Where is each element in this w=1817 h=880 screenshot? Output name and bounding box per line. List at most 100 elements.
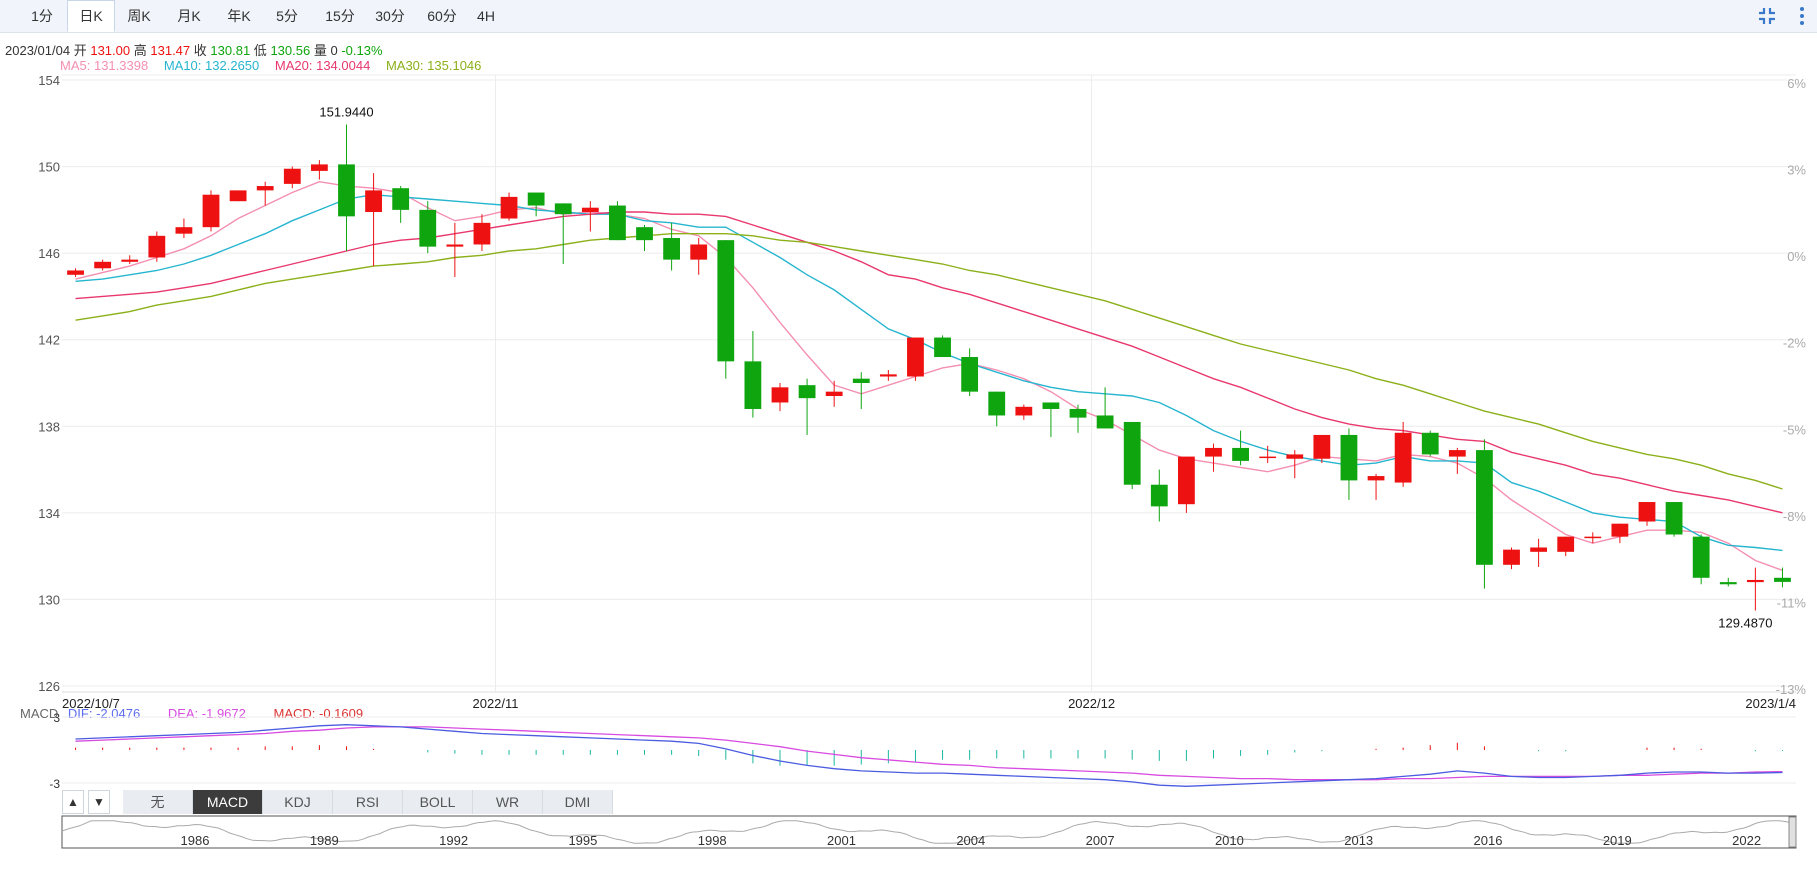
y-tick-label: 154 <box>38 73 60 88</box>
arrow-up-icon: ▲ <box>67 795 79 809</box>
navigator-x-tick: 1986 <box>181 833 210 848</box>
collapse-icon[interactable] <box>1757 6 1777 26</box>
candle-body <box>636 227 653 241</box>
navigator-frame <box>61 815 1797 849</box>
ma10-value: 132.2650 <box>205 58 260 73</box>
quote-info: 2023/01/04 开 131.00 高 131.47 收 130.81 低 … <box>5 40 383 59</box>
candle <box>636 225 653 251</box>
low-label: 低 <box>253 43 267 58</box>
navigator-x-tick: 1998 <box>698 833 727 848</box>
candle-body <box>446 244 464 247</box>
navigator-x-tick: 1995 <box>568 833 597 848</box>
candle <box>961 348 979 396</box>
candle-body <box>67 270 84 275</box>
close-label: 收 <box>193 43 207 58</box>
tab-3[interactable]: 月K <box>177 8 201 24</box>
tab-1[interactable]: 日K <box>67 0 115 32</box>
candle <box>1719 577 1737 587</box>
tab-2[interactable]: 周K <box>127 8 151 24</box>
ma5-label: MA5: <box>60 58 91 73</box>
candle-body <box>1746 579 1764 583</box>
indicator-tab-rsi[interactable]: RSI <box>333 790 403 814</box>
tab-5[interactable]: 5分 <box>276 8 298 24</box>
candle-body <box>1448 450 1466 457</box>
candle-body <box>934 337 951 358</box>
candle-body <box>1421 432 1439 455</box>
navigator-x-tick: 2007 <box>1086 833 1115 848</box>
dea-line <box>75 726 1783 781</box>
candle <box>1015 404 1033 420</box>
candle-body <box>1638 502 1656 522</box>
candle <box>94 259 112 271</box>
candle-body <box>1069 408 1087 418</box>
candle <box>419 201 437 254</box>
candle <box>1638 502 1656 526</box>
candle-body <box>1530 547 1548 552</box>
indicator-tab-无[interactable]: 无 <box>123 790 193 814</box>
ma-line-ma5 <box>75 180 1783 572</box>
period-tab-bar: 1分 日K 周K 月K 年K 5分 15分 30分 60分 4H <box>0 0 1817 33</box>
indicator-tab-kdj[interactable]: KDJ <box>263 790 333 814</box>
candle-body <box>1232 447 1249 461</box>
pct-tick-label: -8% <box>1783 509 1807 524</box>
more-vertical-icon[interactable] <box>1792 6 1812 26</box>
candle-body <box>202 194 220 228</box>
candle <box>500 192 518 221</box>
candle <box>934 335 951 358</box>
candle <box>527 192 545 217</box>
arrow-up-button[interactable]: ▲ <box>62 790 84 814</box>
ma-line-ma20 <box>75 211 1783 514</box>
pct-tick-label: -2% <box>1783 336 1807 351</box>
candle <box>744 331 762 418</box>
navigator-x-tick: 1989 <box>310 833 339 848</box>
tab-9[interactable]: 4H <box>477 8 495 24</box>
candle-body <box>338 164 355 217</box>
dea-label: DEA: <box>167 706 199 721</box>
pct-tick-label: 0% <box>1787 249 1806 264</box>
candle-body <box>663 237 681 260</box>
candle-body <box>1394 432 1412 483</box>
candle-body <box>148 235 166 258</box>
candle-body <box>717 240 735 362</box>
indicator-tab-dmi[interactable]: DMI <box>543 790 613 814</box>
candle <box>310 160 328 180</box>
candle-body <box>419 209 437 247</box>
min-price-annotation: 129.4870 <box>1718 616 1772 631</box>
pct-tick-label: 3% <box>1787 163 1806 178</box>
macd-panel: 3-3 <box>49 711 1796 791</box>
candle <box>1313 434 1331 464</box>
candle <box>1096 387 1114 429</box>
tab-0[interactable]: 1分 <box>31 8 53 24</box>
tab-7[interactable]: 30分 <box>375 8 405 24</box>
navigator-handle <box>1788 816 1797 848</box>
ma30-value: 135.1046 <box>427 58 482 73</box>
candle <box>581 201 599 232</box>
candle-body <box>798 385 816 399</box>
arrow-down-button[interactable]: ▼ <box>88 790 110 814</box>
indicator-tab-boll[interactable]: BOLL <box>403 790 473 814</box>
navigator-panel: 1986 1989 1992 1995 1998 2001 2004 2007 2010 2013… <box>61 815 1797 849</box>
candle <box>1042 402 1060 438</box>
candle-body <box>527 192 545 206</box>
candle <box>175 218 193 238</box>
tab-8[interactable]: 60分 <box>427 8 457 24</box>
candle <box>1123 421 1141 490</box>
ma20-label: MA20: <box>274 58 313 73</box>
tab-4[interactable]: 年K <box>227 8 251 24</box>
candle <box>202 190 220 232</box>
candle <box>1692 534 1710 585</box>
y-tick-label: 126 <box>38 679 60 694</box>
ma20-value: 134.0044 <box>316 58 371 73</box>
close-value: 130.81 <box>210 43 251 58</box>
tab-6[interactable]: 15分 <box>325 8 355 24</box>
candle <box>907 337 924 381</box>
high-label: 高 <box>133 43 147 58</box>
indicator-tab-wr[interactable]: WR <box>473 790 543 814</box>
candle <box>1069 404 1087 433</box>
change-value: -0.13% <box>341 43 383 58</box>
indicator-tab-macd[interactable]: MACD <box>193 790 263 814</box>
candle <box>1340 428 1358 500</box>
candle <box>879 370 897 381</box>
y-tick-label: 130 <box>38 592 60 607</box>
